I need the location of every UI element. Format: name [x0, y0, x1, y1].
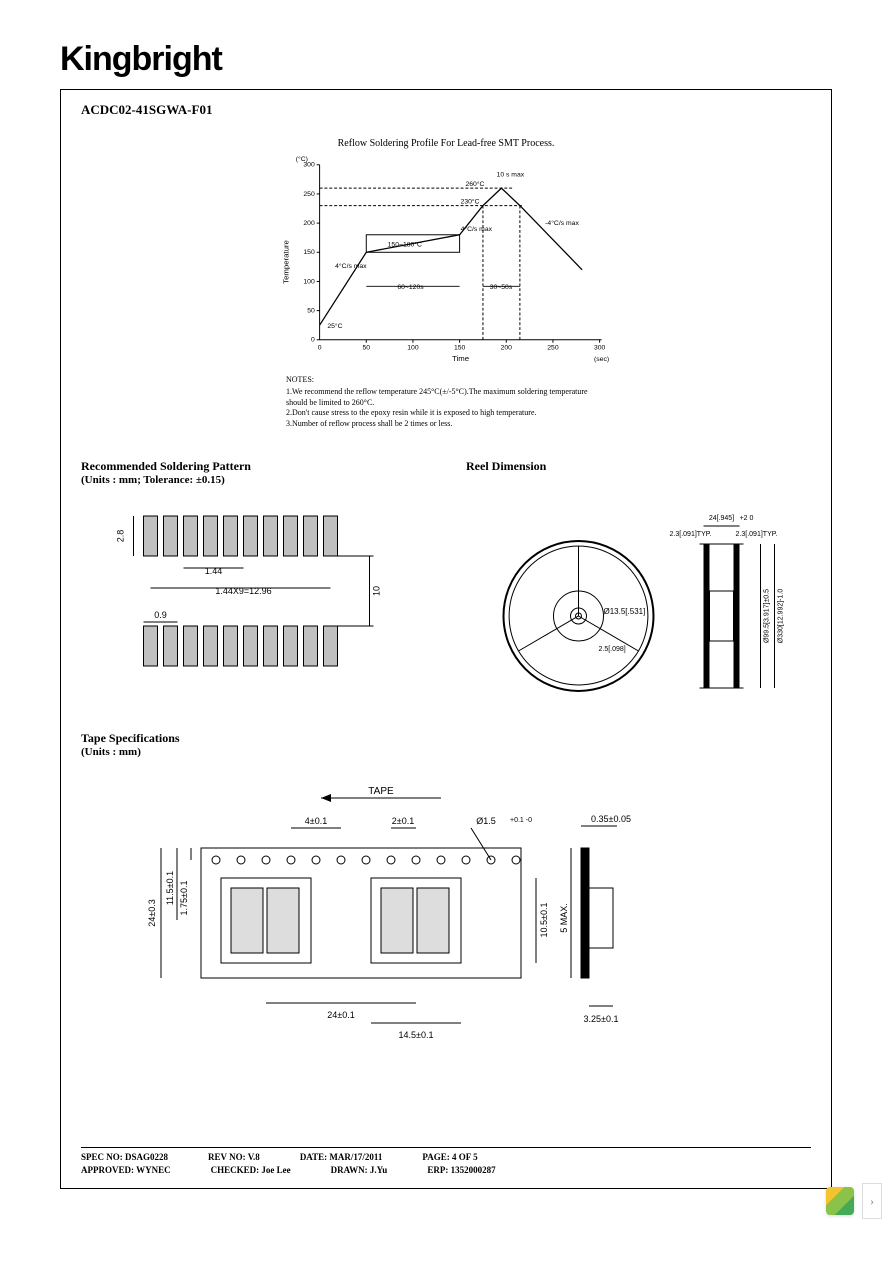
svg-text:0.9: 0.9 [154, 610, 167, 620]
erp-value: 1352000287 [451, 1165, 496, 1175]
approved-label: APPROVED: [81, 1165, 134, 1175]
svg-text:24±0.3: 24±0.3 [147, 899, 157, 926]
soldering-pattern-title: Recommended Soldering Pattern [81, 459, 426, 474]
svg-text:Time: Time [452, 354, 469, 363]
spec-no-label: SPEC NO: [81, 1152, 123, 1162]
soldering-pattern-subtitle: (Units : mm; Tolerance: ±0.15) [81, 474, 426, 486]
svg-text:260°C: 260°C [465, 180, 484, 188]
svg-text:2.8: 2.8 [116, 530, 126, 543]
svg-text:30~50s: 30~50s [490, 284, 513, 291]
svg-text:100: 100 [407, 345, 419, 352]
page-value: 4 OF 5 [452, 1152, 478, 1162]
chart-notes: NOTES: 1.We recommend the reflow tempera… [286, 375, 606, 429]
svg-text:(°C): (°C) [296, 155, 308, 163]
reel-diagram: Ø13.5[.531] 2.5[.098] 24[.945] +2 0 2.3[… [466, 496, 811, 706]
date-value: MAR/17/2011 [329, 1152, 382, 1162]
svg-text:Ø99.5[3.917]±0.5: Ø99.5[3.917]±0.5 [764, 589, 771, 643]
svg-text:(sec): (sec) [594, 356, 609, 363]
checked-label: CHECKED: [211, 1165, 260, 1175]
svg-text:11.5±0.1: 11.5±0.1 [165, 871, 175, 905]
svg-text:0: 0 [318, 345, 322, 352]
svg-text:60~120s: 60~120s [397, 284, 424, 291]
svg-text:2±0.1: 2±0.1 [392, 816, 414, 826]
svg-text:2.3[.091]TYP.: 2.3[.091]TYP. [670, 531, 712, 538]
svg-text:50: 50 [362, 345, 370, 352]
svg-text:10 s max: 10 s max [497, 171, 525, 178]
page-frame: ACDC02-41SGWA-F01 Reflow Soldering Profi… [60, 89, 832, 1189]
checked-value: Joe Lee [261, 1165, 290, 1175]
svg-text:2.3[.091]TYP.: 2.3[.091]TYP. [736, 531, 778, 538]
svg-text:+0.1 -0: +0.1 -0 [510, 817, 532, 824]
drawn-value: J.Yu [370, 1165, 387, 1175]
svg-text:1.75±0.1: 1.75±0.1 [179, 880, 189, 915]
svg-text:4°C/s max: 4°C/s max [461, 225, 493, 233]
svg-text:250: 250 [303, 191, 315, 198]
viewer-logo-icon[interactable] [826, 1187, 854, 1215]
svg-text:-4°C/s max: -4°C/s max [545, 219, 579, 227]
svg-text:2.5[.098]: 2.5[.098] [599, 646, 626, 653]
rev-no: V.8 [248, 1152, 260, 1162]
soldering-pattern-section: Recommended Soldering Pattern (Units : m… [81, 459, 426, 711]
svg-text:100: 100 [303, 278, 315, 285]
svg-text:150: 150 [454, 345, 466, 352]
svg-text:50: 50 [307, 308, 315, 315]
svg-text:Ø1.5: Ø1.5 [476, 816, 496, 826]
spec-footer: SPEC NO: DSAG0228 REV NO: V.8 DATE: MAR/… [81, 1147, 811, 1178]
svg-text:150: 150 [303, 249, 315, 256]
svg-text:250: 250 [547, 345, 559, 352]
reflow-chart-title: Reflow Soldering Profile For Lead-free S… [81, 138, 811, 149]
reel-title: Reel Dimension [466, 459, 811, 474]
page-label: PAGE: [422, 1152, 449, 1162]
part-number: ACDC02-41SGWA-F01 [81, 102, 811, 118]
spec-no: DSAG0228 [125, 1152, 168, 1162]
note-3: 3.Number of reflow process shall be 2 ti… [286, 419, 606, 429]
brand-logo: Kingbright [60, 40, 832, 79]
rev-label: REV NO: [208, 1152, 246, 1162]
svg-text:TAPE: TAPE [368, 786, 394, 797]
tape-diagram: TAPE 4±0.1 [81, 778, 681, 1058]
reel-section: Reel Dimension Ø13.5[.531] 2.5[.098] [466, 459, 811, 711]
soldering-pattern-diagram: 2.8 1.44 1.44X9=12.96 0.9 10 [81, 496, 426, 706]
tape-subtitle: (Units : mm) [81, 746, 811, 758]
svg-text:4°C/s max: 4°C/s max [335, 262, 367, 270]
svg-text:300: 300 [594, 345, 606, 352]
reel-spacer [466, 474, 811, 486]
svg-text:24±0.1: 24±0.1 [327, 1010, 354, 1020]
svg-text:25°C: 25°C [327, 322, 342, 330]
svg-text:230°C: 230°C [461, 198, 480, 206]
svg-text:10: 10 [372, 586, 382, 596]
note-2: 2.Don't cause stress to the epoxy resin … [286, 408, 606, 418]
svg-text:0: 0 [311, 337, 315, 344]
svg-text:200: 200 [501, 345, 513, 352]
svg-text:Ø330[12.992]-1.0: Ø330[12.992]-1.0 [778, 589, 785, 644]
svg-text:5 MAX.: 5 MAX. [559, 903, 569, 933]
erp-label: ERP: [427, 1165, 448, 1175]
svg-text:0.35±0.05: 0.35±0.05 [591, 814, 631, 824]
svg-text:10.5±0.1: 10.5±0.1 [539, 902, 549, 937]
reflow-chart: 0 50 100 150 200 250 300 (°C) 0 50 100 1… [271, 155, 621, 369]
svg-text:150~180°C: 150~180°C [388, 240, 422, 248]
svg-text:200: 200 [303, 220, 315, 227]
tape-title: Tape Specifications [81, 731, 811, 746]
viewer-controls: › [826, 1183, 882, 1219]
tape-section: Tape Specifications (Units : mm) TAPE [81, 731, 811, 1063]
note-1: 1.We recommend the reflow temperature 24… [286, 387, 606, 408]
svg-text:24[.945]: 24[.945] [709, 515, 734, 522]
svg-text:4±0.1: 4±0.1 [305, 816, 327, 826]
svg-text:14.5±0.1: 14.5±0.1 [399, 1030, 434, 1040]
notes-heading: NOTES: [286, 375, 606, 385]
drawn-label: DRAWN: [331, 1165, 368, 1175]
svg-text:+2 0: +2 0 [740, 515, 754, 522]
approved-value: WYNEC [136, 1165, 171, 1175]
next-page-button[interactable]: › [862, 1183, 882, 1219]
svg-text:3.25±0.1: 3.25±0.1 [584, 1014, 619, 1024]
svg-text:Temperature: Temperature [282, 240, 291, 284]
date-label: DATE: [300, 1152, 327, 1162]
svg-text:Ø13.5[.531]: Ø13.5[.531] [604, 607, 646, 616]
